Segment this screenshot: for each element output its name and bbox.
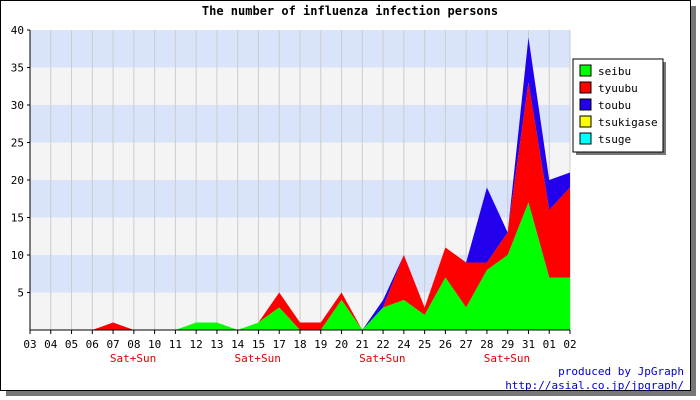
weekend-label: Sat+Sun	[359, 352, 405, 365]
legend-label-tsukigase: tsukigase	[598, 116, 658, 129]
x-tick-label: 05	[65, 338, 78, 351]
vertical-grid	[29, 30, 571, 330]
x-tick-label: 29	[501, 338, 514, 351]
x-tick-label: 21	[356, 338, 369, 351]
x-tick-label: 17	[273, 338, 286, 351]
x-tick-label: 01	[543, 338, 556, 351]
frame-shadow-bottom	[6, 391, 696, 396]
legend-label-tyuubu: tyuubu	[598, 82, 638, 95]
series-areas	[30, 37, 570, 330]
x-tick-label: 22	[376, 338, 389, 351]
legend-swatch-tyuubu	[579, 81, 592, 94]
x-tick-label: 27	[460, 338, 473, 351]
legend: seibu tyuubu toubu tsukigase tsuge	[572, 58, 666, 155]
y-tick-label: 20	[11, 174, 24, 187]
legend-swatch-toubu	[579, 98, 592, 111]
frame-shadow-right	[691, 6, 696, 396]
x-tick-label: 10	[148, 338, 161, 351]
weekend-label: Sat+Sun	[235, 352, 281, 365]
credit-line-produced-by: produced by JpGraph	[558, 365, 684, 378]
x-tick-label: 20	[335, 338, 348, 351]
x-tick-label: 12	[190, 338, 203, 351]
x-tick-label: 14	[231, 338, 245, 351]
x-tick-label: 31	[522, 338, 535, 351]
legend-label-tsuge: tsuge	[598, 133, 631, 146]
x-tick-label: 26	[439, 338, 452, 351]
y-tick-label: 25	[11, 137, 24, 150]
y-tick-label: 10	[11, 249, 24, 262]
series-area-seibu	[30, 202, 570, 330]
legend-swatch-tsukigase	[579, 115, 592, 128]
x-tick-label: 03	[23, 338, 36, 351]
x-tick-label: 04	[44, 338, 58, 351]
x-tick-label: 28	[480, 338, 493, 351]
credit-line-url[interactable]: http://asial.co.jp/jpgraph/	[505, 379, 684, 392]
weekend-label: Sat+Sun	[110, 352, 156, 365]
legend-swatch-seibu	[579, 64, 592, 77]
x-tick-label: 07	[106, 338, 119, 351]
x-tick-label: 15	[252, 338, 265, 351]
x-tick-label: 06	[86, 338, 99, 351]
y-tick-label: 30	[11, 99, 24, 112]
legend-swatch-tsuge	[579, 132, 592, 145]
chart-title: The number of influenza infection person…	[202, 4, 498, 18]
x-tick-label: 11	[169, 338, 182, 351]
x-tick-label: 24	[397, 338, 411, 351]
y-tick-label: 15	[11, 212, 24, 225]
y-axis-ticks: 5 10 15 20 25 30 35 40	[11, 24, 30, 300]
x-tick-label: 18	[293, 338, 306, 351]
x-tick-label: 02	[563, 338, 576, 351]
y-tick-label: 35	[11, 62, 24, 75]
x-tick-label: 08	[127, 338, 140, 351]
y-tick-label: 5	[17, 287, 24, 300]
y-tick-label: 40	[11, 24, 24, 37]
legend-label-toubu: toubu	[598, 99, 631, 112]
x-tick-label: 13	[210, 338, 223, 351]
weekend-label: Sat+Sun	[484, 352, 530, 365]
legend-label-seibu: seibu	[598, 65, 631, 78]
x-tick-label: 25	[418, 338, 431, 351]
x-tick-label: 19	[314, 338, 327, 351]
